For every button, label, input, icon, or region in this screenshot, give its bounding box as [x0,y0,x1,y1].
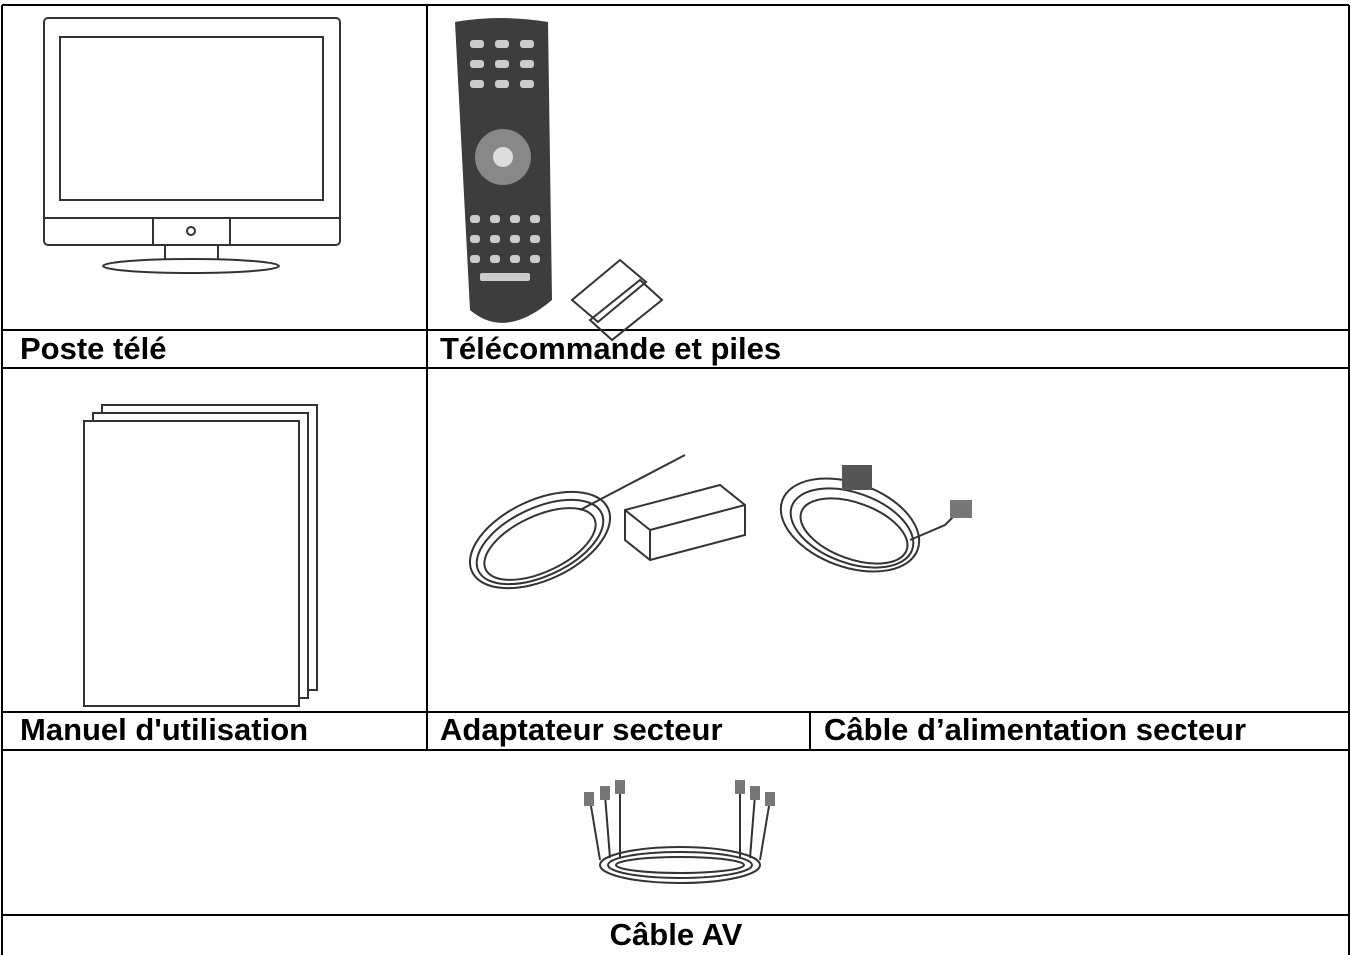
item-label: Télécommande et piles [440,331,781,366]
manual-illustration [83,404,318,707]
adapter-illustration [468,454,746,590]
remote-illustration [455,18,664,342]
tv-illustration [43,17,341,274]
power-cable-illustration [779,465,972,573]
item-label: Adaptateur secteur [440,712,723,747]
item-label: Câble d’alimentation secteur [824,712,1246,747]
item-label: Manuel d'utilisation [20,712,308,747]
item-label: Câble AV [610,917,743,952]
item-label: Poste télé [20,331,166,366]
av-cable-illustration [584,780,775,884]
table-grid [1,4,1350,955]
